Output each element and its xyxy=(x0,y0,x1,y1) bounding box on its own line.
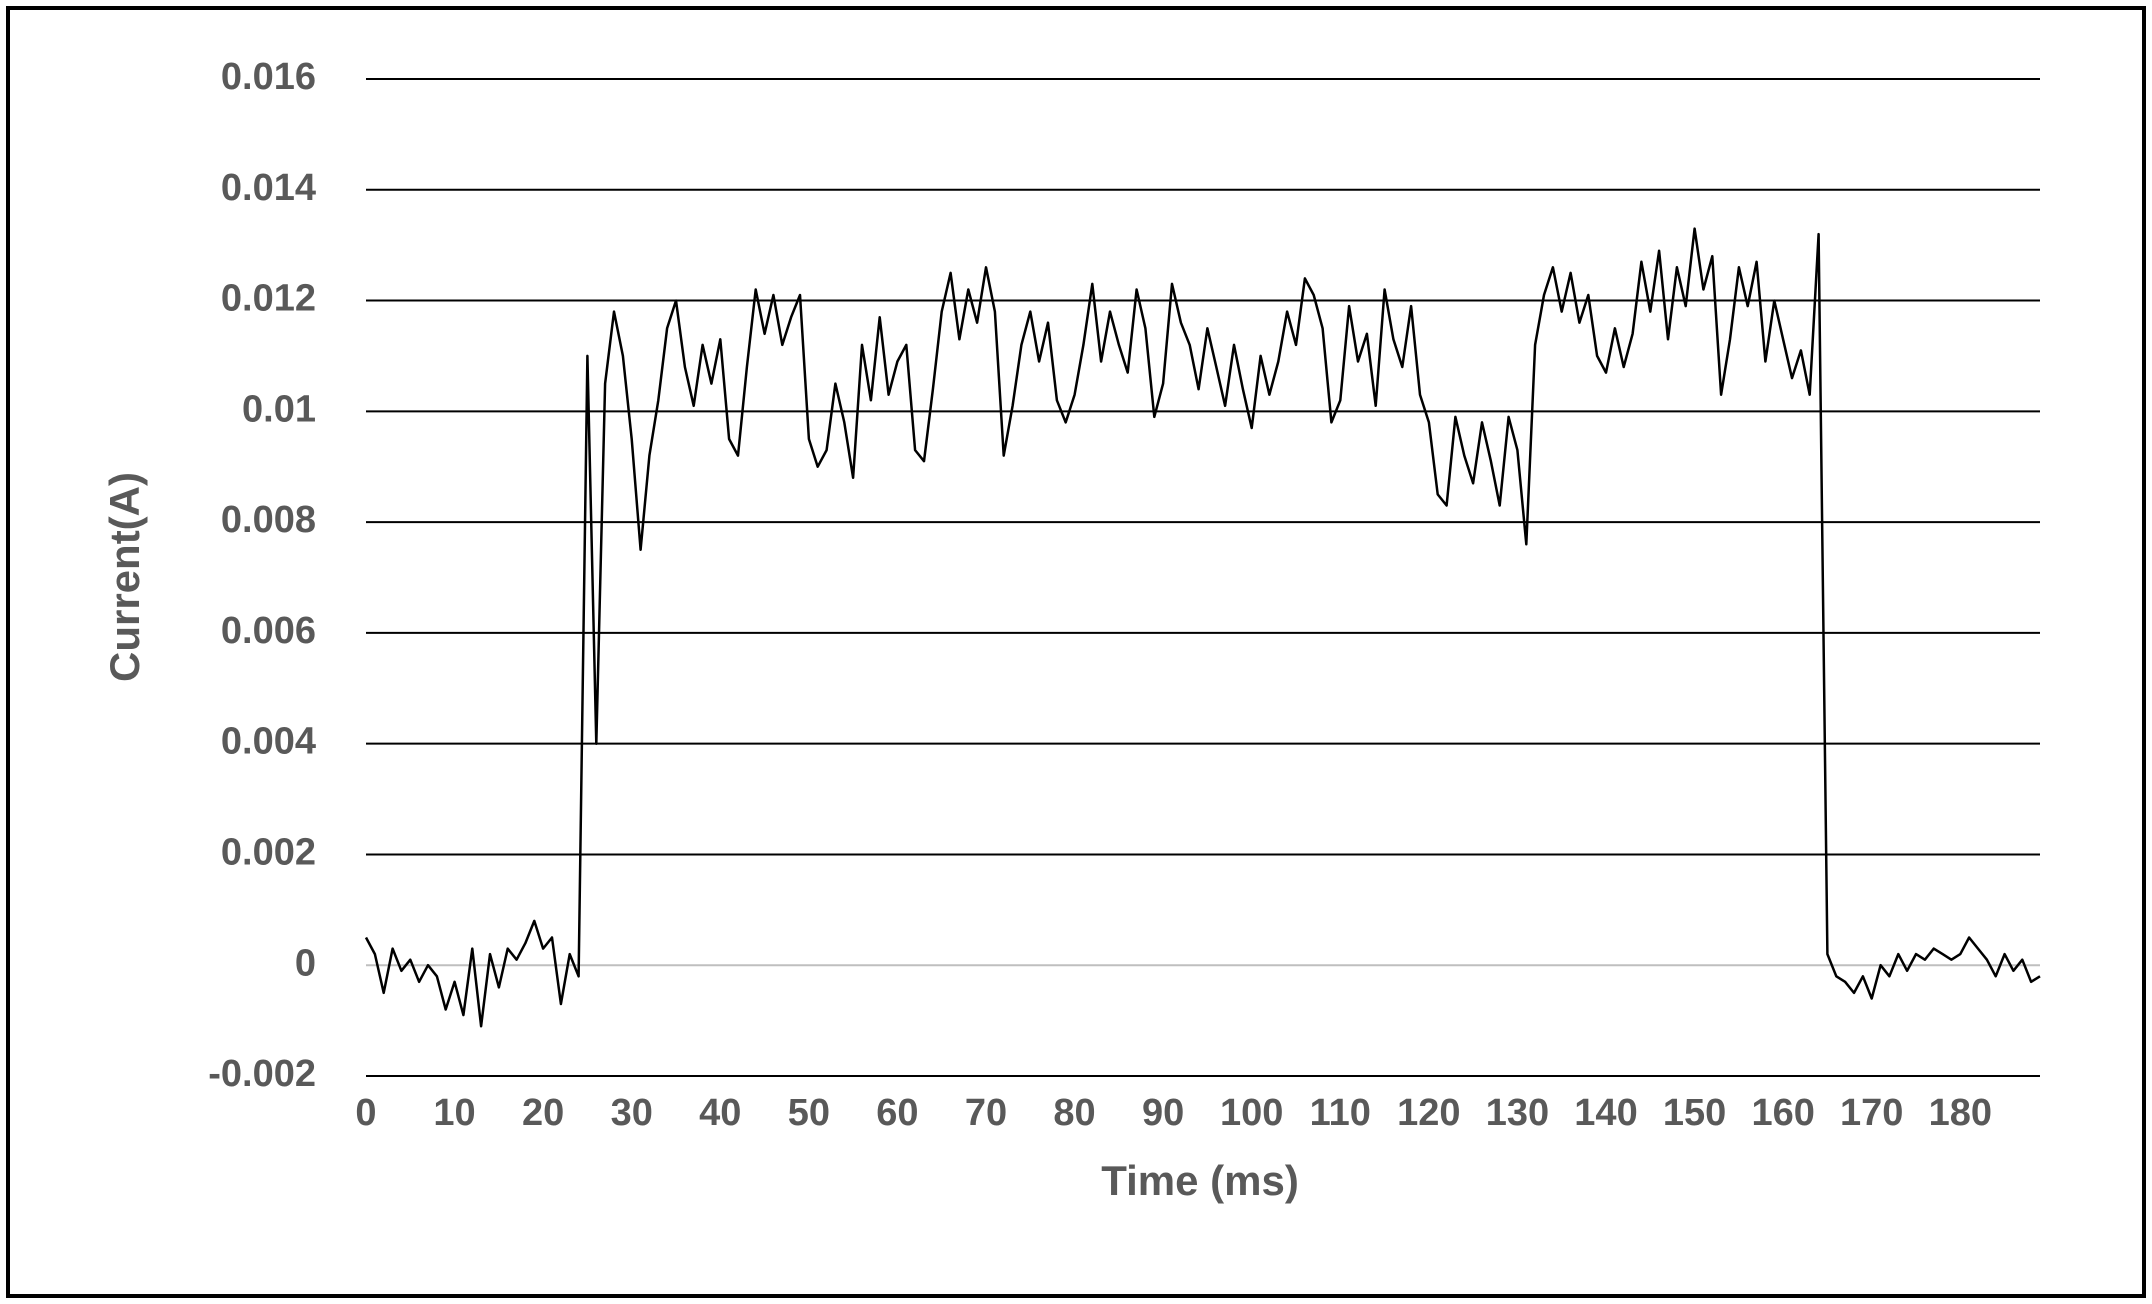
x-tick-label: 40 xyxy=(699,1092,741,1134)
x-tick-label: 30 xyxy=(611,1092,653,1134)
x-tick-label: 160 xyxy=(1751,1092,1814,1134)
frame xyxy=(6,6,2146,1298)
x-tick-label: 100 xyxy=(1220,1092,1283,1134)
x-tick-label: 50 xyxy=(788,1092,830,1134)
y-tick-label: 0.016 xyxy=(221,56,316,98)
x-tick-label: 120 xyxy=(1397,1092,1460,1134)
x-tick-label: 80 xyxy=(1053,1092,1095,1134)
x-tick-label: 150 xyxy=(1663,1092,1726,1134)
y-tick-label: -0.002 xyxy=(208,1053,316,1095)
x-tick-label: 0 xyxy=(355,1092,376,1134)
x-tick-label: 180 xyxy=(1929,1092,1992,1134)
y-tick-label: 0.008 xyxy=(221,499,316,541)
data-line xyxy=(364,227,2041,1028)
x-tick-label: 70 xyxy=(965,1092,1007,1134)
x-tick-label: 110 xyxy=(1310,1092,1371,1134)
y-tick-label: 0.004 xyxy=(221,721,316,763)
x-tick-label: 60 xyxy=(876,1092,918,1134)
y-tick-label: 0.01 xyxy=(242,388,316,430)
x-tick-label: 170 xyxy=(1840,1092,1903,1134)
x-tick-label: 140 xyxy=(1574,1092,1637,1134)
y-tick-label: 0.012 xyxy=(221,278,316,320)
y-tick-label: 0.002 xyxy=(221,831,316,873)
x-tick-label: 90 xyxy=(1142,1092,1184,1134)
x-axis-title: Time (ms) xyxy=(1101,1157,1299,1204)
x-tick-label: 10 xyxy=(433,1092,475,1134)
y-tick-label: 0 xyxy=(295,942,316,984)
y-axis-title: Current(A) xyxy=(101,472,148,682)
y-tick-label: 0.006 xyxy=(221,610,316,652)
y-tick-label: 0.014 xyxy=(221,167,316,209)
x-tick-label: 20 xyxy=(522,1092,564,1134)
x-tick-label: 130 xyxy=(1486,1092,1549,1134)
